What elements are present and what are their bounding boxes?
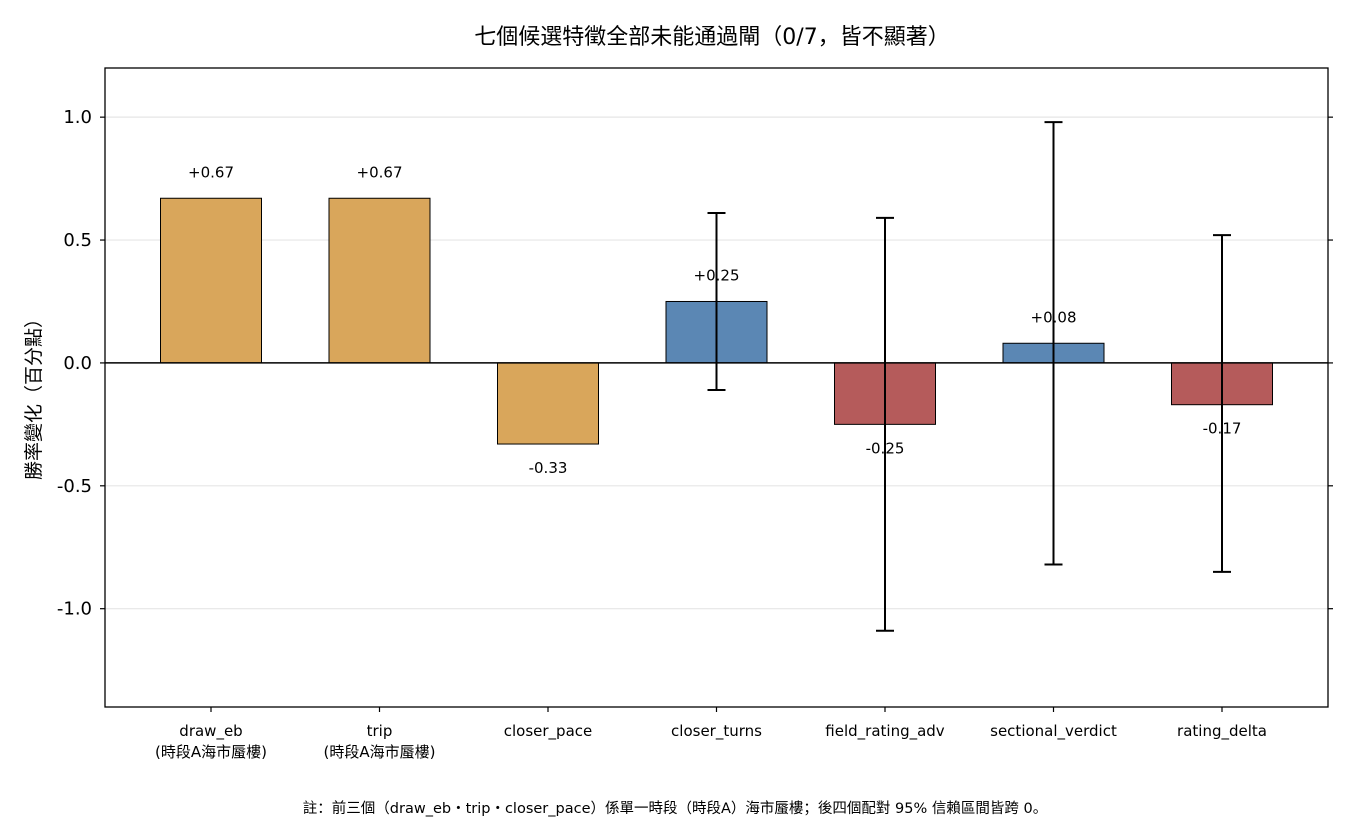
y-axis-label: 勝率變化（百分點） (23, 309, 45, 480)
x-tick-label: sectional_verdict (990, 722, 1117, 741)
x-axis-ticks: draw_eb (時段A海市蜃樓) trip (時段A海市蜃樓) closer_pace… (155, 707, 1267, 761)
x-tick-label: (時段A海市蜃樓) (155, 743, 267, 761)
y-tick-label: 1.0 (63, 107, 92, 128)
x-tick-label: rating_delta (1177, 722, 1267, 741)
bar (328, 197, 431, 364)
x-tick-label: (時段A海市蜃樓) (324, 743, 436, 761)
data-label: +0.08 (1031, 308, 1077, 326)
chart-title: 七個候選特徵全部未能通過閘（0/7，皆不顯著） (474, 25, 949, 50)
bar (160, 197, 262, 364)
y-tick-label: 0.5 (63, 230, 92, 251)
x-tick-label: closer_pace (504, 722, 593, 741)
error-bars (707, 121, 1231, 632)
x-tick-label: draw_eb (179, 722, 242, 741)
bar (497, 362, 599, 445)
data-label: +0.67 (188, 163, 234, 181)
bars (160, 197, 1273, 445)
data-label: -0.33 (529, 459, 568, 477)
data-label: +0.25 (694, 266, 740, 284)
x-tick-label: closer_turns (671, 722, 762, 741)
footnote: 註：前三個（draw_eb・trip・closer_pace）係單一時段（時段A… (303, 800, 1047, 817)
data-label: -0.17 (1203, 420, 1242, 438)
y-tick-label: -0.5 (57, 476, 92, 497)
y-axis-ticks: 1.0 0.5 0.0 -0.5 -1.0 (57, 107, 1333, 620)
y-tick-label: -1.0 (57, 599, 92, 620)
x-tick-label: field_rating_adv (825, 722, 945, 741)
x-tick-label: trip (367, 722, 393, 740)
data-labels: +0.67 +0.67 -0.33 +0.25 -0.25 +0.08 -0.17 (188, 163, 1241, 477)
data-label: +0.67 (357, 163, 403, 181)
data-label: -0.25 (866, 439, 905, 457)
y-tick-label: 0.0 (63, 353, 92, 374)
